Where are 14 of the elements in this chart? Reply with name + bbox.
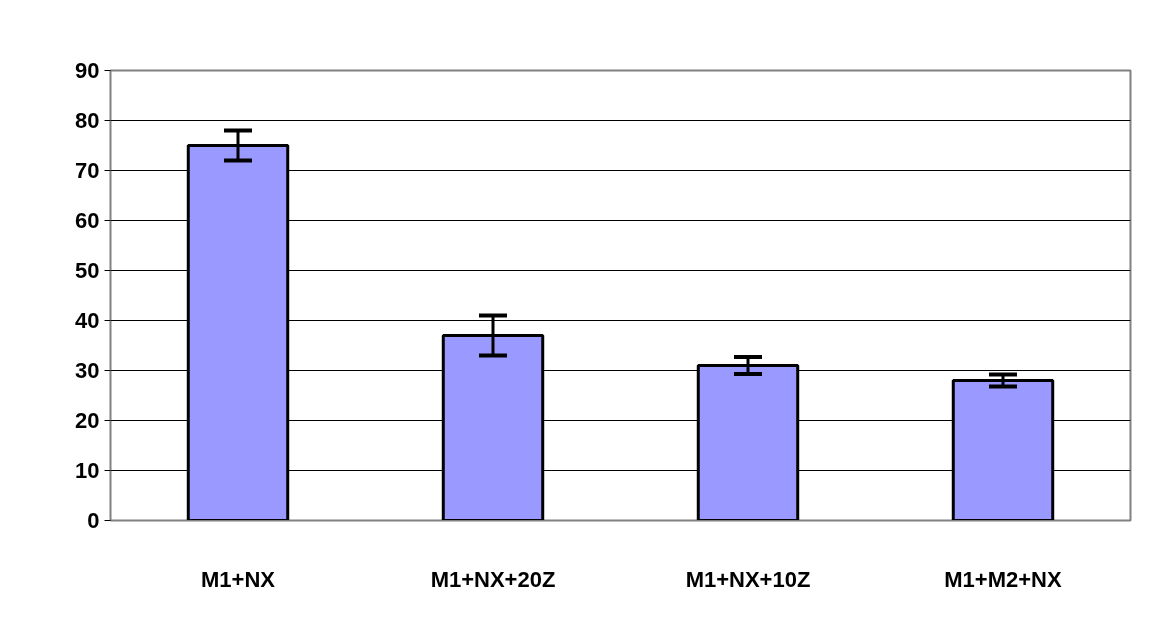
y-tick-label: 90 [75, 58, 100, 83]
y-tick-label: 80 [75, 108, 100, 133]
x-tick-label: M1+NX [201, 566, 276, 592]
x-tick-label: M1+NX+20Z [430, 566, 556, 592]
x-tick-label: M1+NX+10Z [685, 566, 811, 592]
y-tick-label: 20 [75, 408, 100, 433]
y-tick-label: 40 [75, 308, 100, 333]
y-tick-label: 30 [75, 358, 100, 383]
y-tick-label: 10 [75, 458, 100, 483]
x-tick-label: M1+M2+NX [944, 566, 1063, 592]
y-tick-label: 70 [75, 158, 100, 183]
y-tick-label: 50 [75, 258, 100, 283]
y-tick-label: 0 [87, 508, 100, 533]
y-tick-label: 60 [75, 208, 100, 233]
